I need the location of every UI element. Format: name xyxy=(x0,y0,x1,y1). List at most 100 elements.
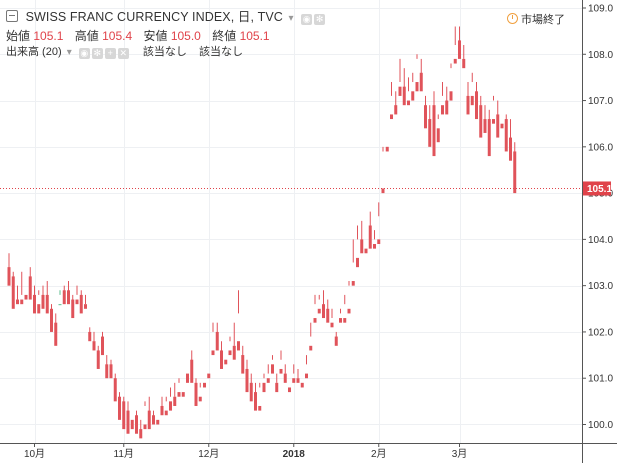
collapse-legend-icon[interactable] xyxy=(6,10,18,22)
chevron-down-icon[interactable]: ▾ xyxy=(288,13,294,24)
candle-down xyxy=(275,382,279,393)
candle-down xyxy=(54,322,58,346)
price-tick-label: 106.0 xyxy=(588,142,613,153)
open-label: 始値 xyxy=(6,29,31,43)
candle-down xyxy=(483,119,487,133)
candle-down xyxy=(271,364,274,374)
time-tick-label: 2018 xyxy=(283,449,306,460)
time-tick-label: 10月 xyxy=(24,448,45,460)
candle-down xyxy=(215,331,219,351)
eye-icon[interactable]: ◉ xyxy=(301,14,313,25)
candle-down xyxy=(330,322,334,328)
candle-down xyxy=(160,405,164,416)
candle-down xyxy=(356,257,359,268)
candle-down xyxy=(424,105,427,129)
candle-down xyxy=(28,276,32,300)
candle-down xyxy=(177,392,181,397)
candle-down xyxy=(441,105,444,115)
candle-down xyxy=(113,378,117,402)
candle-down xyxy=(470,95,474,106)
candle-down xyxy=(249,382,253,402)
candle-down xyxy=(300,382,304,388)
time-axis[interactable]: 10月 11月 12月 2018 2月 3月 xyxy=(24,443,467,460)
market-status: 市場終了 xyxy=(507,11,565,27)
candle-down xyxy=(305,373,308,379)
candle-down xyxy=(343,318,347,323)
candle-down xyxy=(398,86,402,96)
price-tick-label: 100.0 xyxy=(588,420,613,431)
candle-down xyxy=(381,188,385,194)
candle-down xyxy=(475,91,478,120)
candle-down xyxy=(143,424,147,430)
candle-down xyxy=(122,401,126,430)
candle-down xyxy=(436,128,440,143)
volume-eye-icon[interactable]: ◉ xyxy=(78,48,90,59)
candle-down xyxy=(296,378,300,383)
candle-down xyxy=(453,58,457,64)
candle-down xyxy=(79,294,83,314)
candle-down xyxy=(449,91,453,101)
candle-down xyxy=(20,299,24,305)
candle-down xyxy=(190,359,194,383)
candle-down xyxy=(181,392,185,397)
market-status-label: 市場終了 xyxy=(521,14,565,26)
volume-legend-row: 出来高 (20) ▾ ◉ ✻ + ✕ 該当なし 該当なし xyxy=(6,45,243,60)
candle-down xyxy=(169,401,172,411)
candle-down xyxy=(458,40,461,59)
candle-down xyxy=(152,415,155,425)
candle-down xyxy=(224,359,228,365)
candle-down xyxy=(373,244,376,249)
volume-value-1: 該当なし xyxy=(142,46,187,58)
time-tick-label: 11月 xyxy=(114,448,134,460)
candle-down xyxy=(211,350,215,356)
candle-down xyxy=(326,308,330,323)
close-label: 終値 xyxy=(212,29,237,43)
price-tick-label: 101.0 xyxy=(588,374,613,385)
volume-add-icon[interactable]: + xyxy=(104,48,116,59)
candle-down xyxy=(88,331,92,342)
candle-down xyxy=(186,373,189,383)
price-tick-label: 108.0 xyxy=(588,50,613,61)
candle-down xyxy=(71,299,75,319)
candle-down xyxy=(266,378,270,383)
candle-down xyxy=(479,105,483,138)
candle-down xyxy=(135,415,138,434)
volume-settings-icon[interactable]: ✻ xyxy=(91,48,103,59)
candle-down xyxy=(16,299,19,305)
candle-down xyxy=(232,345,236,360)
candle-down xyxy=(164,410,168,416)
candle-down xyxy=(84,304,87,309)
candle-down xyxy=(432,105,436,157)
candle-down xyxy=(283,373,287,383)
candle-down xyxy=(139,429,143,439)
candle-down xyxy=(173,396,177,406)
price-tick-label: 104.0 xyxy=(588,235,613,246)
candle-down xyxy=(228,350,232,356)
time-tick-label: 3月 xyxy=(452,448,468,460)
candle-down xyxy=(313,318,317,323)
price-axis[interactable]: 100.0101.0102.0103.0104.0105.0106.0107.0… xyxy=(582,4,613,431)
candle-down xyxy=(385,146,389,152)
candle-down xyxy=(101,336,104,356)
candle-down xyxy=(156,419,160,425)
candle-down xyxy=(411,91,415,101)
last-price-label: 105.1 xyxy=(587,184,612,195)
candle-down xyxy=(445,100,449,115)
candle-down xyxy=(513,151,517,194)
candle-down xyxy=(50,308,53,332)
volume-remove-icon[interactable]: ✕ xyxy=(117,48,129,59)
candle-down xyxy=(368,225,372,249)
high-label: 高値 xyxy=(74,29,99,43)
candle-down xyxy=(75,299,79,305)
candle-down xyxy=(194,382,198,406)
candle-down xyxy=(11,276,15,309)
candle-down xyxy=(377,239,381,245)
candle-down xyxy=(241,355,245,374)
volume-chevron-down-icon[interactable]: ▾ xyxy=(66,47,72,58)
settings-gear-icon[interactable]: ✻ xyxy=(314,14,326,25)
candle-down xyxy=(279,368,283,374)
candle-down xyxy=(62,290,66,305)
candle-up xyxy=(58,304,62,306)
